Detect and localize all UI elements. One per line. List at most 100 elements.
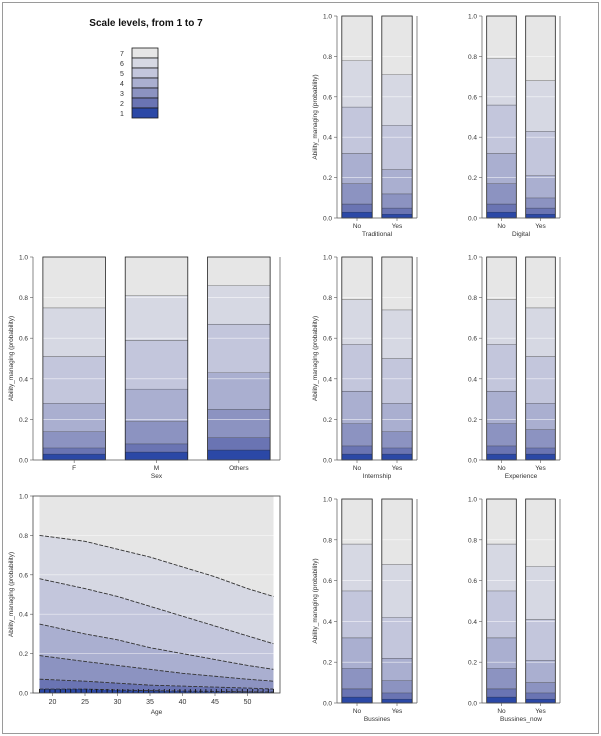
y-tick-label: 0.8 <box>19 533 28 540</box>
bar-segment-f-level-1 <box>42 453 106 460</box>
y-tick-label: 0.0 <box>19 458 28 465</box>
x-category-label: Others <box>229 465 249 472</box>
bar-segment-yes-level-6 <box>525 566 556 620</box>
x-axis-title: Age <box>151 709 163 716</box>
area-band-level-5 <box>39 578 274 670</box>
bar-segment-m-level-6 <box>125 295 188 341</box>
bar-segment-no-level-7 <box>341 257 373 300</box>
x-axis-title: Sex <box>151 473 163 480</box>
legend-swatch-level-6 <box>131 57 159 69</box>
bar-segment-yes-level-4 <box>525 175 556 198</box>
y-tick-label: 0.0 <box>323 216 332 223</box>
bar-segment-yes-level-6 <box>525 307 556 357</box>
x-category-label: Yes <box>535 465 546 472</box>
bar-segment-f-level-3 <box>42 431 106 448</box>
bar-segment-no-level-3 <box>486 423 517 446</box>
bar-segment-no-level-6 <box>341 60 373 107</box>
bar-segment-yes-level-2 <box>381 207 413 214</box>
bar-segment-no-level-7 <box>486 16 517 59</box>
bar-segment-no-level-2 <box>486 688 517 697</box>
y-tick-label: 0.6 <box>468 336 477 343</box>
y-axis-title: Ability_managing (probability) <box>312 316 319 401</box>
bar-segment-others-level-3 <box>207 409 271 438</box>
bar-segment-no-level-6 <box>486 543 517 591</box>
x-category-label: No <box>353 465 362 472</box>
y-tick-label: 0.0 <box>323 458 332 465</box>
bar-segment-no-level-7 <box>486 499 517 544</box>
y-tick-label: 0.2 <box>323 417 332 424</box>
legend-label-level-6: 6 <box>120 61 124 68</box>
x-category-label: No <box>353 708 362 715</box>
bar-segment-yes-level-5 <box>381 125 413 170</box>
y-axis-title: Ability_managing (probability) <box>312 74 319 159</box>
bar-segment-yes-level-6 <box>381 74 413 126</box>
bar-segment-yes-level-5 <box>525 356 556 404</box>
area-band-level-3 <box>39 655 274 690</box>
y-tick-label: 1.0 <box>468 255 477 262</box>
area-band-level-4 <box>39 624 274 682</box>
y-tick-label: 0.2 <box>19 417 28 424</box>
bar-segment-yes-level-2 <box>525 692 556 699</box>
y-tick-label: 0.8 <box>323 295 332 302</box>
bar-segment-no-level-4 <box>341 153 373 184</box>
y-tick-label: 0.4 <box>19 376 28 383</box>
x-category-label: No <box>497 223 506 230</box>
bar-segment-yes-level-4 <box>525 403 556 430</box>
bar-segment-no-level-5 <box>341 590 373 638</box>
x-tick-label: 25 <box>81 699 89 706</box>
legend-swatch-level-5 <box>131 67 159 79</box>
bar-segment-yes-level-7 <box>381 499 413 565</box>
y-tick-label: 0.8 <box>19 295 28 302</box>
bar-segment-no-level-3 <box>341 423 373 446</box>
x-category-label: Yes <box>392 465 403 472</box>
bar-segment-no-level-7 <box>341 499 373 544</box>
y-tick-label: 0.8 <box>468 295 477 302</box>
bar-segment-yes-level-4 <box>381 403 413 432</box>
y-tick-label: 1.0 <box>19 255 28 262</box>
bar-segment-yes-level-2 <box>525 207 556 214</box>
y-tick-label: 0.4 <box>468 619 477 626</box>
y-tick-label: 1.0 <box>468 497 477 504</box>
bar-segment-no-level-3 <box>486 668 517 689</box>
bar-segment-no-level-7 <box>486 257 517 300</box>
bar-segment-yes-level-1 <box>525 453 556 460</box>
boundary-line-level-1 <box>39 688 274 693</box>
bar-segment-yes-level-1 <box>381 698 413 703</box>
bar-segment-yes-level-3 <box>525 197 556 208</box>
bar-segment-no-level-1 <box>341 211 373 218</box>
x-axis-title: Experience <box>505 473 538 480</box>
bar-segment-others-level-7 <box>207 257 271 286</box>
y-tick-label: 0.2 <box>468 175 477 182</box>
y-tick-label: 0.4 <box>19 612 28 619</box>
y-tick-label: 0.0 <box>468 216 477 223</box>
bar-segment-others-level-6 <box>207 285 271 324</box>
bar-segment-yes-level-2 <box>381 447 413 454</box>
x-tick-label: 20 <box>49 699 57 706</box>
y-tick-label: 0.6 <box>323 94 332 101</box>
bar-segment-no-level-1 <box>341 696 373 703</box>
bar-segment-m-level-2 <box>125 443 188 452</box>
bar-segment-no-level-4 <box>341 390 373 424</box>
x-tick-label: 35 <box>146 699 154 706</box>
bar-segment-yes-level-4 <box>381 169 413 194</box>
bar-segment-no-level-3 <box>486 183 517 204</box>
x-axis-title: Internship <box>363 473 392 480</box>
bar-segment-f-level-7 <box>42 257 106 308</box>
legend-swatch-level-3 <box>131 87 159 99</box>
y-tick-label: 0.4 <box>468 135 477 142</box>
legend-label-level-3: 3 <box>120 91 124 98</box>
bar-segment-yes-level-7 <box>525 499 556 567</box>
y-tick-label: 1.0 <box>468 14 477 21</box>
bar-segment-m-level-4 <box>125 388 188 422</box>
legend-swatch-level-7 <box>131 47 159 59</box>
bar-segment-no-level-7 <box>341 16 373 61</box>
y-tick-label: 0.8 <box>323 537 332 544</box>
bar-segment-yes-level-3 <box>525 429 556 448</box>
bar-segment-no-level-4 <box>341 637 373 669</box>
bar-segment-f-level-5 <box>42 356 106 404</box>
legend-label-level-4: 4 <box>120 81 124 88</box>
bar-segment-yes-level-3 <box>525 682 556 693</box>
y-tick-label: 1.0 <box>323 497 332 504</box>
